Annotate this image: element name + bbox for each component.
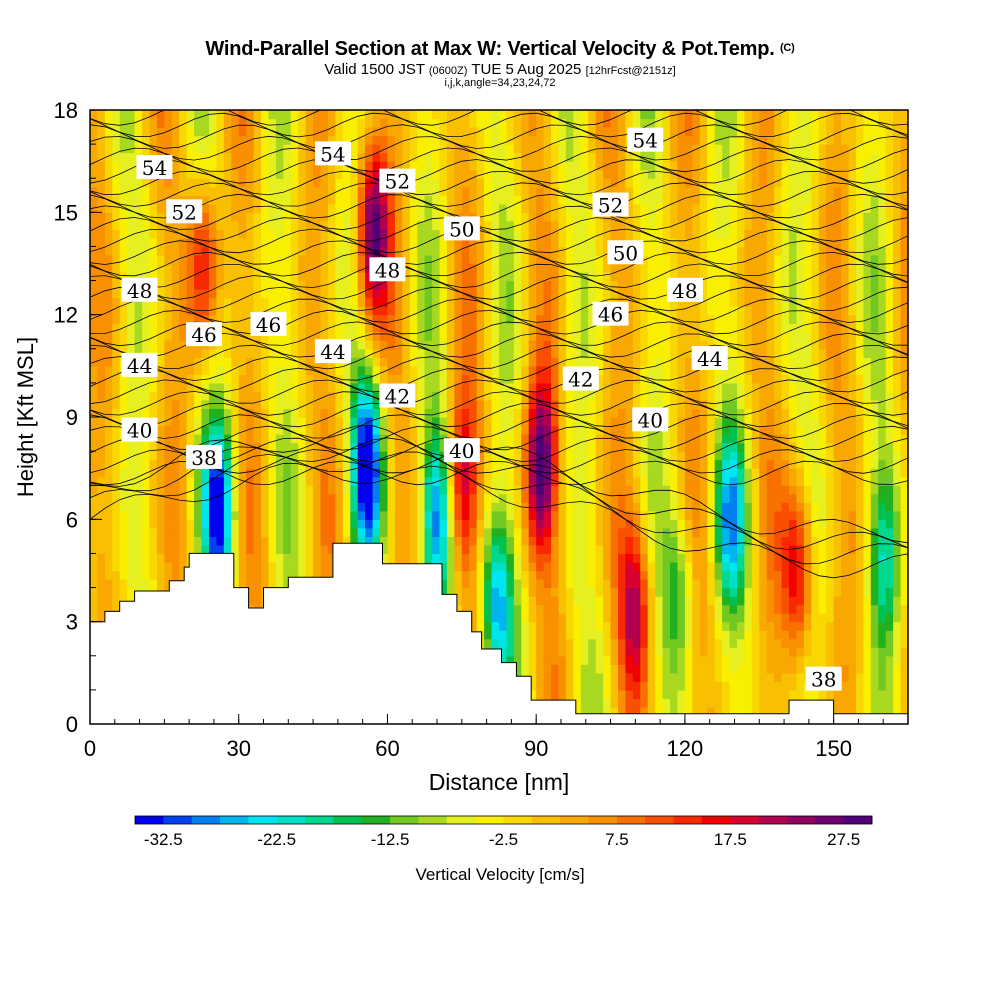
y-tick-label: 15: [54, 200, 78, 225]
colorbar-swatch: [419, 816, 448, 824]
colorbar-swatch: [277, 816, 306, 824]
contour-label-text: 48: [672, 279, 697, 303]
colorbar-tick-label: -12.5: [371, 830, 410, 849]
contour-label: 50: [607, 240, 643, 265]
contour-label-text: 50: [449, 217, 474, 241]
y-axis-label: Height [Kft MSL]: [13, 337, 38, 497]
colorbar-swatch: [702, 816, 731, 824]
contour-label: 46: [186, 322, 222, 347]
contour-label: 54: [315, 141, 351, 166]
colorbar-swatch: [532, 816, 561, 824]
colorbar-tick-label: -2.5: [489, 830, 518, 849]
x-tick-label: 120: [667, 736, 704, 761]
cross-section-chart: 545454525252505048484846 46 464444 44424240…: [0, 0, 1000, 1000]
contour-label-text: 50: [613, 241, 638, 265]
contour-label-text: 52: [171, 200, 196, 224]
contour-label: 40: [444, 438, 480, 463]
colorbar-tick-label: 17.5: [714, 830, 747, 849]
contour-label: 38: [806, 667, 842, 692]
contour-label: 44: [315, 339, 351, 364]
x-tick-label: 90: [524, 736, 548, 761]
contour-label: 42: [379, 384, 415, 409]
colorbar-swatch: [248, 816, 277, 824]
colorbar-tick-label: -32.5: [144, 830, 183, 849]
contour-label-text: 38: [811, 668, 836, 692]
colorbar-swatch: [674, 816, 703, 824]
y-tick-label: 12: [54, 303, 78, 328]
contour-label: 44: [122, 353, 158, 378]
contour-label-text: 46: [256, 313, 281, 337]
colorbar-swatch: [589, 816, 618, 824]
contour-label-text: 42: [568, 367, 593, 391]
x-tick-label: 30: [226, 736, 250, 761]
contour-label-text: 48: [375, 258, 400, 282]
contour-label: 40: [632, 407, 668, 432]
colorbar-tick-label: 27.5: [827, 830, 860, 849]
colorbar-swatch: [220, 816, 249, 824]
contour-label-text: 54: [633, 129, 658, 153]
contour-label-text: 42: [385, 385, 410, 409]
colorbar-swatch: [447, 816, 476, 824]
colorbar-swatch: [135, 816, 164, 824]
contour-label: 40: [122, 418, 158, 443]
contour-label: 46: [250, 312, 286, 337]
colorbar-label: Vertical Velocity [cm/s]: [415, 865, 584, 884]
colorbar-swatch: [390, 816, 419, 824]
contour-label: 52: [593, 193, 629, 218]
colorbar-swatch: [844, 816, 873, 824]
contour-label-text: 40: [449, 439, 474, 463]
contour-label-text: 44: [127, 354, 152, 378]
colorbar-swatch: [645, 816, 674, 824]
colorbar-swatch: [787, 816, 816, 824]
contour-label: 50: [444, 216, 480, 241]
colorbar-swatch: [815, 816, 844, 824]
contour-label-text: 44: [320, 340, 345, 364]
contour-label-text: 52: [598, 194, 623, 218]
colorbar-swatch: [504, 816, 533, 824]
colorbar-swatch: [163, 816, 192, 824]
colorbar-swatch: [333, 816, 362, 824]
contour-label-text: 46: [598, 303, 623, 327]
x-tick-label: 60: [375, 736, 399, 761]
y-tick-label: 6: [66, 507, 78, 532]
contour-label-text: 44: [697, 347, 722, 371]
y-tick-label: 18: [54, 98, 78, 123]
contour-label: 54: [627, 128, 663, 153]
colorbar-swatch: [730, 816, 759, 824]
contour-label-text: 54: [320, 142, 345, 166]
colorbar-swatch: [617, 816, 646, 824]
contour-label: 54: [136, 155, 172, 180]
colorbar-tick-label: -22.5: [257, 830, 296, 849]
x-tick-label: 150: [815, 736, 852, 761]
contour-label: 52: [379, 169, 415, 194]
contour-label: 44: [692, 346, 728, 371]
colorbar-swatch: [192, 816, 221, 824]
contour-label-text: 40: [637, 408, 662, 432]
colorbar-swatch: [475, 816, 504, 824]
contour-label-text: 52: [385, 170, 410, 194]
colorbar-swatch: [560, 816, 589, 824]
contour-label-text: 40: [127, 419, 152, 443]
y-tick-label: 3: [66, 610, 78, 635]
contour-label: 38: [186, 445, 222, 470]
colorbar: -32.5 -22.5 -12.5 -2.5 7.5 17.5 27.5: [135, 816, 873, 849]
contour-label: 42: [563, 366, 599, 391]
colorbar-tick-label: 7.5: [605, 830, 629, 849]
contour-label: 48: [122, 278, 158, 303]
contour-label-text: 38: [191, 446, 216, 470]
contour-label: 52: [166, 199, 202, 224]
x-axis-label: Distance [nm]: [429, 769, 570, 795]
colorbar-swatch: [759, 816, 788, 824]
x-tick-label: 0: [84, 736, 96, 761]
y-tick-label: 9: [66, 405, 78, 430]
contour-label-text: 46: [191, 323, 216, 347]
contour-label: 48: [369, 257, 405, 282]
colorbar-swatch: [362, 816, 391, 824]
contour-label-text: 54: [142, 156, 167, 180]
contour-label: 46: [593, 302, 629, 327]
contour-label: 48: [667, 278, 703, 303]
contour-label-text: 48: [127, 279, 152, 303]
colorbar-swatch: [305, 816, 334, 824]
y-tick-label: 0: [66, 712, 78, 737]
